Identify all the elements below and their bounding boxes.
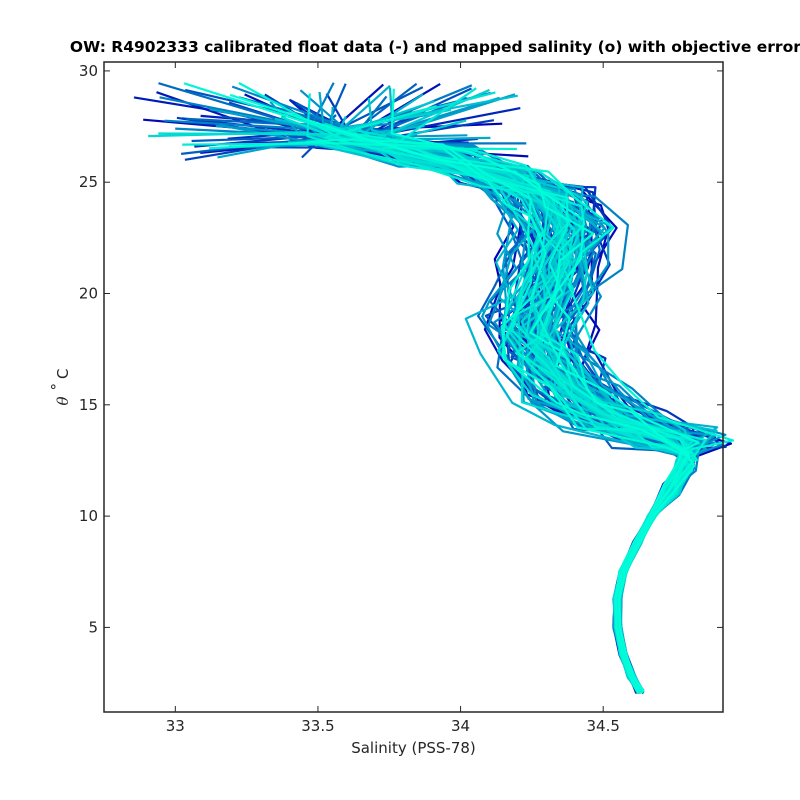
x-tick-label: 33 <box>166 717 185 735</box>
x-tick-label: 33.5 <box>301 717 334 735</box>
x-tick-label: 34.5 <box>586 717 619 735</box>
y-tick-label: 15 <box>79 396 98 414</box>
profiles-group <box>133 82 735 695</box>
axes-box <box>103 61 724 713</box>
y-axis-label-degree: ° <box>48 383 66 391</box>
y-tick-label: 25 <box>79 173 98 191</box>
x-tick-label: 34 <box>451 717 470 735</box>
x-axis-label: Salinity (PSS-78) <box>351 739 476 757</box>
y-tick-label: 30 <box>79 62 98 80</box>
y-tick-label: 5 <box>88 618 98 636</box>
y-axis-label-unit: C <box>54 368 72 378</box>
profile-line <box>183 82 688 691</box>
y-axis-label: θ ° C <box>48 368 72 405</box>
profile-line <box>390 88 700 694</box>
y-axis-label-symbol: θ <box>54 396 72 405</box>
y-tick-label: 20 <box>79 285 98 303</box>
chart-title: OW: R4902333 calibrated float data (-) a… <box>70 38 800 56</box>
axis-ticks: 33 33.5 34 34.5 5 10 15 20 25 30 <box>79 62 723 735</box>
profile-line <box>229 93 696 693</box>
y-tick-label: 10 <box>79 507 98 525</box>
